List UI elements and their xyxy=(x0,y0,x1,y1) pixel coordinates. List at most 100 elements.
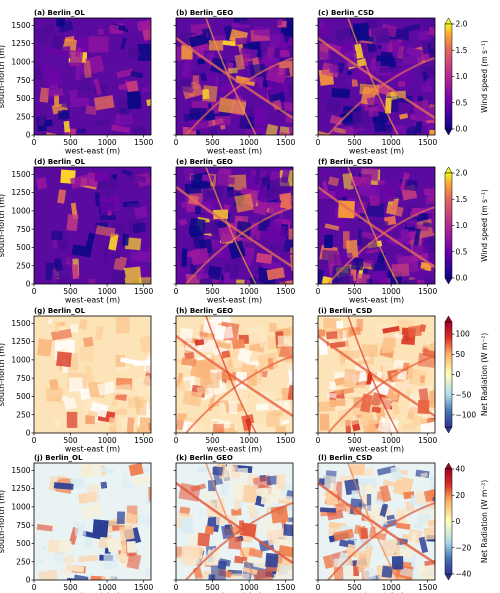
x-tick-label: 1000 xyxy=(240,138,259,147)
x-tick-label: 500 xyxy=(205,436,220,445)
colorbar-gradient xyxy=(444,468,453,575)
heatmap-field xyxy=(34,463,151,580)
panel-frame xyxy=(175,17,294,136)
x-tick-label: 0 xyxy=(32,436,37,445)
panel-f: (f) Berlin_CSD 0 500 1000 1500 west-east (m) xyxy=(315,158,437,305)
panel-title: (g) Berlin_OL xyxy=(34,307,86,315)
x-tick-label: 500 xyxy=(63,583,78,592)
x-tick-label: 500 xyxy=(205,583,220,592)
panel-i: (i) Berlin_CSD 0 500 1000 1500 west-east (m) xyxy=(315,307,437,454)
y-axis-label: south-north (m) xyxy=(0,194,6,257)
colorbar-tick-label: 20 xyxy=(456,491,466,500)
colorbar-gradient xyxy=(444,172,453,279)
x-tick-label: 1000 xyxy=(382,583,401,592)
panel-a: (a) Berlin_OL 0 500 1000 1500 west-east (m) 0 2… xyxy=(0,9,153,156)
colorbar-tick-label: 0.5 xyxy=(456,98,468,107)
x-tick-label: 1500 xyxy=(418,436,437,445)
colorbar-tick-label: 2.0 xyxy=(456,169,468,178)
heatmap-field xyxy=(176,463,293,580)
x-tick-label: 1500 xyxy=(418,287,437,296)
x-tick-label: 1500 xyxy=(276,138,295,147)
heatmap-field xyxy=(176,167,293,284)
y-tick-label: 1500 xyxy=(11,170,30,179)
colorbar-tick-label: 2.0 xyxy=(456,20,468,29)
panel-title: (k) Berlin_GEO xyxy=(176,454,233,462)
panel-title: (l) Berlin_CSD xyxy=(318,454,372,462)
panel-frame xyxy=(175,166,294,285)
heatmap-field xyxy=(34,18,151,135)
panel-frame xyxy=(175,462,294,581)
x-axis-label: west-east (m) xyxy=(207,445,262,454)
x-tick-label: 1000 xyxy=(98,138,117,147)
y-tick-label: 250 xyxy=(16,112,31,121)
panel-frame xyxy=(33,17,152,136)
colorbar-label: Net Radiation (W m⁻²) xyxy=(480,333,489,416)
x-tick-label: 500 xyxy=(347,436,362,445)
x-tick-label: 500 xyxy=(63,287,78,296)
panel-title: (d) Berlin_OL xyxy=(34,158,86,166)
y-tick-label: 1000 xyxy=(11,206,30,215)
y-tick-label: 1500 xyxy=(11,21,30,30)
x-tick-label: 1500 xyxy=(276,436,295,445)
y-tick-label: 0 xyxy=(26,429,31,438)
colorbar-row-1: 0.0 0.5 1.0 1.5 2.0 Wind speed (m s⁻¹) xyxy=(444,17,489,136)
panel-title: (f) Berlin_CSD xyxy=(318,158,373,166)
colorbar-label: Net Radiation (W m⁻²) xyxy=(480,480,489,563)
x-tick-label: 1500 xyxy=(418,583,437,592)
panel-frame xyxy=(33,166,152,285)
panel-frame xyxy=(33,315,152,434)
x-tick-label: 0 xyxy=(174,583,179,592)
y-tick-label: 1250 xyxy=(11,337,30,346)
x-axis-label: west-east (m) xyxy=(65,445,120,454)
x-tick-label: 1000 xyxy=(98,583,117,592)
x-axis-label: west-east (m) xyxy=(349,592,404,593)
colorbar-tick-label: 0 xyxy=(456,517,461,526)
y-tick-label: 0 xyxy=(26,131,31,140)
x-tick-label: 0 xyxy=(32,138,37,147)
panel-frame xyxy=(317,166,436,285)
colorbar-tick-label: 50 xyxy=(456,350,466,359)
x-tick-label: 500 xyxy=(63,138,78,147)
x-tick-label: 1500 xyxy=(418,138,437,147)
colorbar-tick-label: 0 xyxy=(456,370,461,379)
x-tick-label: 1500 xyxy=(276,583,295,592)
x-tick-label: 0 xyxy=(174,436,179,445)
x-axis-label: west-east (m) xyxy=(207,592,262,593)
panel-title: (i) Berlin_CSD xyxy=(318,307,372,315)
panel-title: (a) Berlin_OL xyxy=(34,9,85,17)
x-tick-label: 500 xyxy=(205,287,220,296)
colorbar-tick-label: 1.5 xyxy=(456,46,468,55)
y-tick-label: 0 xyxy=(26,576,31,585)
y-tick-label: 500 xyxy=(16,243,31,252)
y-tick-label: 1250 xyxy=(11,188,30,197)
panel-frame xyxy=(317,462,436,581)
panel-title: (e) Berlin_GEO xyxy=(176,158,233,166)
y-tick-label: 0 xyxy=(26,280,31,289)
x-tick-label: 500 xyxy=(205,138,220,147)
x-tick-label: 0 xyxy=(316,138,321,147)
colorbar-row-2: 0.0 0.5 1.0 1.5 2.0 Wind speed (m s⁻¹) xyxy=(444,166,489,285)
heatmap-field xyxy=(176,18,293,135)
y-tick-label: 500 xyxy=(16,94,31,103)
colorbar-tick-label: 100 xyxy=(456,330,471,339)
x-tick-label: 0 xyxy=(174,138,179,147)
panel-frame xyxy=(33,462,152,581)
x-axis-label: west-east (m) xyxy=(65,296,120,305)
x-axis-label: west-east (m) xyxy=(349,296,404,305)
panel-title: (j) Berlin_OL xyxy=(34,454,83,462)
x-axis-label: west-east (m) xyxy=(207,296,262,305)
heatmap-field xyxy=(318,167,435,284)
x-tick-label: 1500 xyxy=(134,138,153,147)
x-tick-label: 500 xyxy=(347,583,362,592)
x-tick-label: 1000 xyxy=(240,287,259,296)
y-tick-label: 250 xyxy=(16,410,31,419)
colorbar-label: Wind speed (m s⁻¹) xyxy=(480,189,489,262)
x-axis-label: west-east (m) xyxy=(65,592,120,593)
x-tick-label: 500 xyxy=(347,138,362,147)
x-tick-label: 0 xyxy=(32,287,37,296)
y-tick-label: 250 xyxy=(16,261,31,270)
x-axis-label: west-east (m) xyxy=(207,147,262,156)
y-axis-label: south-north (m) xyxy=(0,45,6,108)
x-tick-label: 0 xyxy=(316,583,321,592)
